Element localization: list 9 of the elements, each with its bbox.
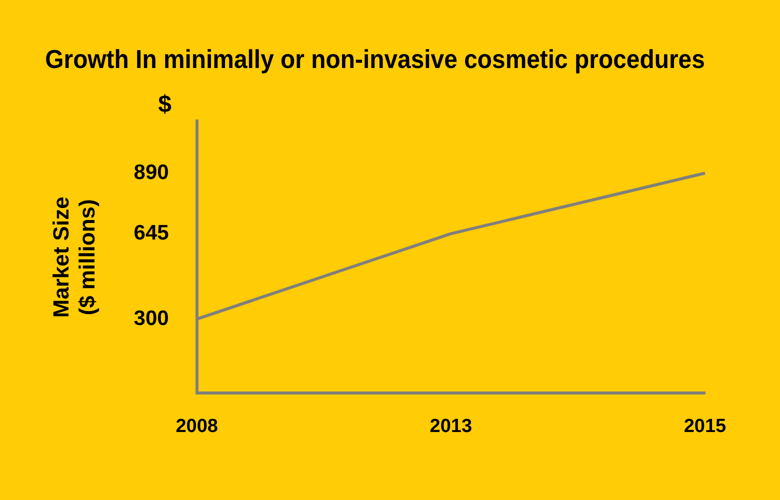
x-tick-label: 2013 bbox=[430, 416, 472, 437]
text: $ bbox=[158, 90, 172, 118]
x-tick-label: 2008 bbox=[176, 416, 218, 437]
y-axis-title: Market Size ($ millions) bbox=[48, 196, 100, 318]
y-tick-label: 645 bbox=[134, 222, 170, 245]
x-tick-label: 2015 bbox=[684, 416, 727, 437]
y-tick-label: 890 bbox=[134, 160, 169, 184]
y-tick-label: 300 bbox=[134, 306, 169, 330]
chart-title: Growth In minimally or non-invasive cosmetic procedures bbox=[45, 44, 705, 74]
